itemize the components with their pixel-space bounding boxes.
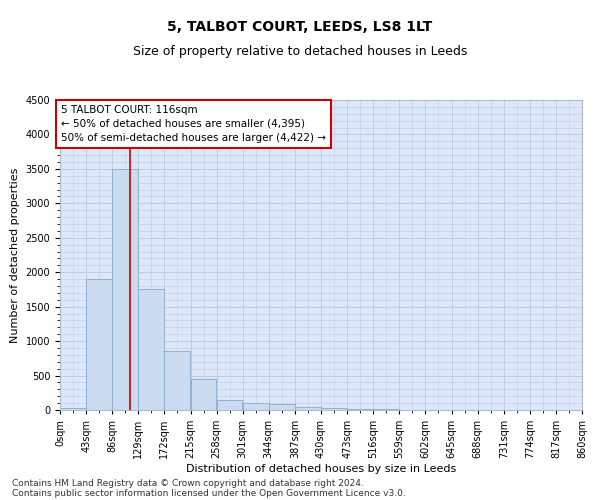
Text: 5, TALBOT COURT, LEEDS, LS8 1LT: 5, TALBOT COURT, LEEDS, LS8 1LT xyxy=(167,20,433,34)
Bar xyxy=(321,408,347,410)
Bar xyxy=(243,403,269,410)
Bar xyxy=(295,406,321,410)
Bar xyxy=(191,379,217,410)
Text: Contains HM Land Registry data © Crown copyright and database right 2024.: Contains HM Land Registry data © Crown c… xyxy=(12,478,364,488)
Text: Contains public sector information licensed under the Open Government Licence v3: Contains public sector information licen… xyxy=(12,488,406,498)
Bar xyxy=(217,400,242,410)
Text: 5 TALBOT COURT: 116sqm
← 50% of detached houses are smaller (4,395)
50% of semi-: 5 TALBOT COURT: 116sqm ← 50% of detached… xyxy=(61,105,326,143)
X-axis label: Distribution of detached houses by size in Leeds: Distribution of detached houses by size … xyxy=(186,464,456,474)
Text: Size of property relative to detached houses in Leeds: Size of property relative to detached ho… xyxy=(133,45,467,58)
Y-axis label: Number of detached properties: Number of detached properties xyxy=(10,168,20,342)
Bar xyxy=(60,408,86,410)
Bar xyxy=(347,409,373,410)
Bar xyxy=(269,404,295,410)
Bar xyxy=(112,169,138,410)
Bar xyxy=(164,352,190,410)
Bar xyxy=(86,279,112,410)
Bar xyxy=(139,290,164,410)
